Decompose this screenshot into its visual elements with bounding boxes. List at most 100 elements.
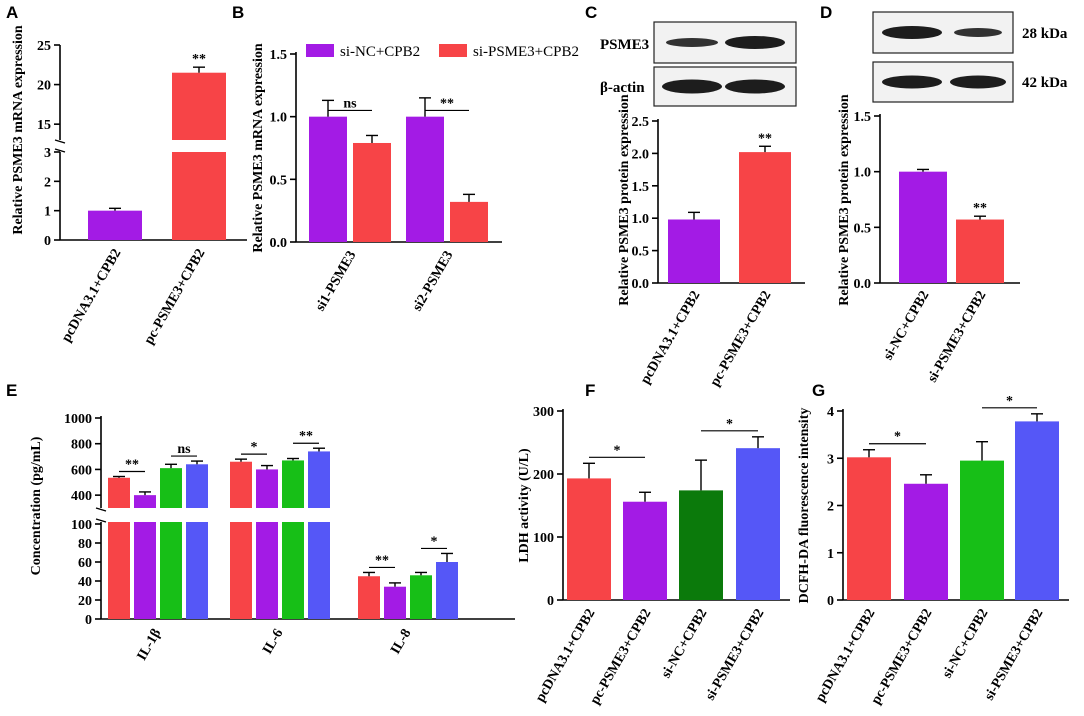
bar [186,464,208,508]
legend-label: si-PSME3+CPB2 [473,44,579,60]
bar [668,219,720,283]
x-tick-label: pc-PSME3+CPB2 [142,247,209,348]
x-tick-label: si-PSME3+CPB2 [982,607,1046,704]
y-tick-label: 1.0 [632,212,650,227]
y-tick-label: 15 [37,118,51,133]
y-tick-label: 25 [37,39,51,54]
y-axis-label: Relative PSME3 mRNA expression [251,43,266,253]
bar [88,210,142,240]
significance-label: * [894,430,901,445]
y-tick-label: 1.5 [632,180,650,195]
y-tick-label: 1.0 [270,111,288,126]
x-tick-label: pcDNA3.1+CPB2 [59,247,124,345]
bar [739,152,791,283]
significance-label: ** [440,96,454,111]
blot-label: PSME3 [600,37,649,53]
y-tick-label: 1 [827,547,834,562]
y-tick-label: 1.5 [854,110,872,125]
y-axis-label: Relative PSME3 mRNA expression [11,25,26,235]
bar [308,522,330,619]
significance-label: * [1006,394,1013,409]
y-tick-label: 2.0 [632,147,650,162]
y-tick-label: 0.0 [632,277,650,292]
y-tick-label: 0.0 [270,236,288,251]
bar [567,478,611,600]
blot-band [666,38,718,47]
significance-label: ** [758,131,772,146]
bar [230,522,252,619]
significance-label: ** [125,458,139,473]
bar [956,219,1004,283]
y-axis-label: LDH activity (U/L) [517,448,532,563]
bar [108,477,130,508]
x-tick-label: pc-PSME3+CPB2 [708,289,775,390]
x-tick-label: si-PSME3+CPB2 [703,607,767,704]
bar [679,490,723,600]
bar [904,483,948,600]
panel-label: G [812,381,825,400]
bar [899,171,947,283]
y-tick-label: 300 [533,405,554,420]
blot-label: 42 kDa [1022,75,1068,91]
y-tick-label: 60 [78,556,92,571]
bar [1015,421,1059,600]
bar [736,448,780,600]
y-tick-label: 2.5 [632,115,650,130]
y-tick-label: 20 [78,594,92,609]
axis-break-mark [95,518,107,523]
panel-label: F [585,381,595,400]
x-tick-label: IL-1β [135,627,165,664]
x-tick-label: si-PSME3+CPB2 [925,289,989,386]
y-tick-label: 20 [37,79,51,94]
blot-band [725,79,785,94]
bar [308,451,330,508]
blot-band [662,79,722,94]
x-tick-label: si1-PSME3 [313,249,359,314]
panel-label: D [820,3,832,22]
legend-swatch [306,44,334,57]
significance-label: ** [299,429,313,444]
y-tick-label: 0.5 [632,245,650,260]
y-tick-label: 800 [71,438,92,453]
y-axis-label: DCFH-DA fluorescence intensity [797,408,812,604]
bar [309,116,347,242]
legend-swatch [439,44,467,57]
blot-band [882,75,942,89]
y-tick-label: 0 [85,613,92,628]
blot-label: 28 kDa [1022,26,1068,42]
panel-label: B [232,3,244,22]
bar [450,201,488,242]
panel-label: C [585,3,597,22]
axis-break-mark [54,148,66,153]
y-tick-label: 400 [71,489,92,504]
bar [436,562,458,619]
y-tick-label: 80 [78,537,92,552]
y-tick-label: 2 [44,175,51,190]
y-tick-label: 4 [827,405,834,420]
bar [256,522,278,619]
y-axis-label: Relative PSME3 protein expression [837,94,852,306]
bar [384,586,406,619]
y-tick-label: 3 [827,452,834,467]
bar [282,460,304,508]
x-tick-label: si2-PSME3 [410,249,456,314]
y-tick-label: 1.0 [854,166,872,181]
blot-band [882,26,942,39]
y-tick-label: 100 [71,518,92,533]
bar [623,501,667,600]
y-tick-label: 200 [533,468,554,483]
y-tick-label: 3 [44,146,51,161]
bar [172,152,226,240]
bar [230,461,252,508]
blot-band [950,75,1006,89]
x-tick-label: IL-8 [388,627,414,657]
bar [160,468,182,508]
panel-label: E [6,381,17,400]
bar [160,522,182,619]
y-tick-label: 100 [533,531,554,546]
bar [134,522,156,619]
bar [358,576,380,619]
y-tick-label: 0 [547,594,554,609]
bar [172,72,226,140]
